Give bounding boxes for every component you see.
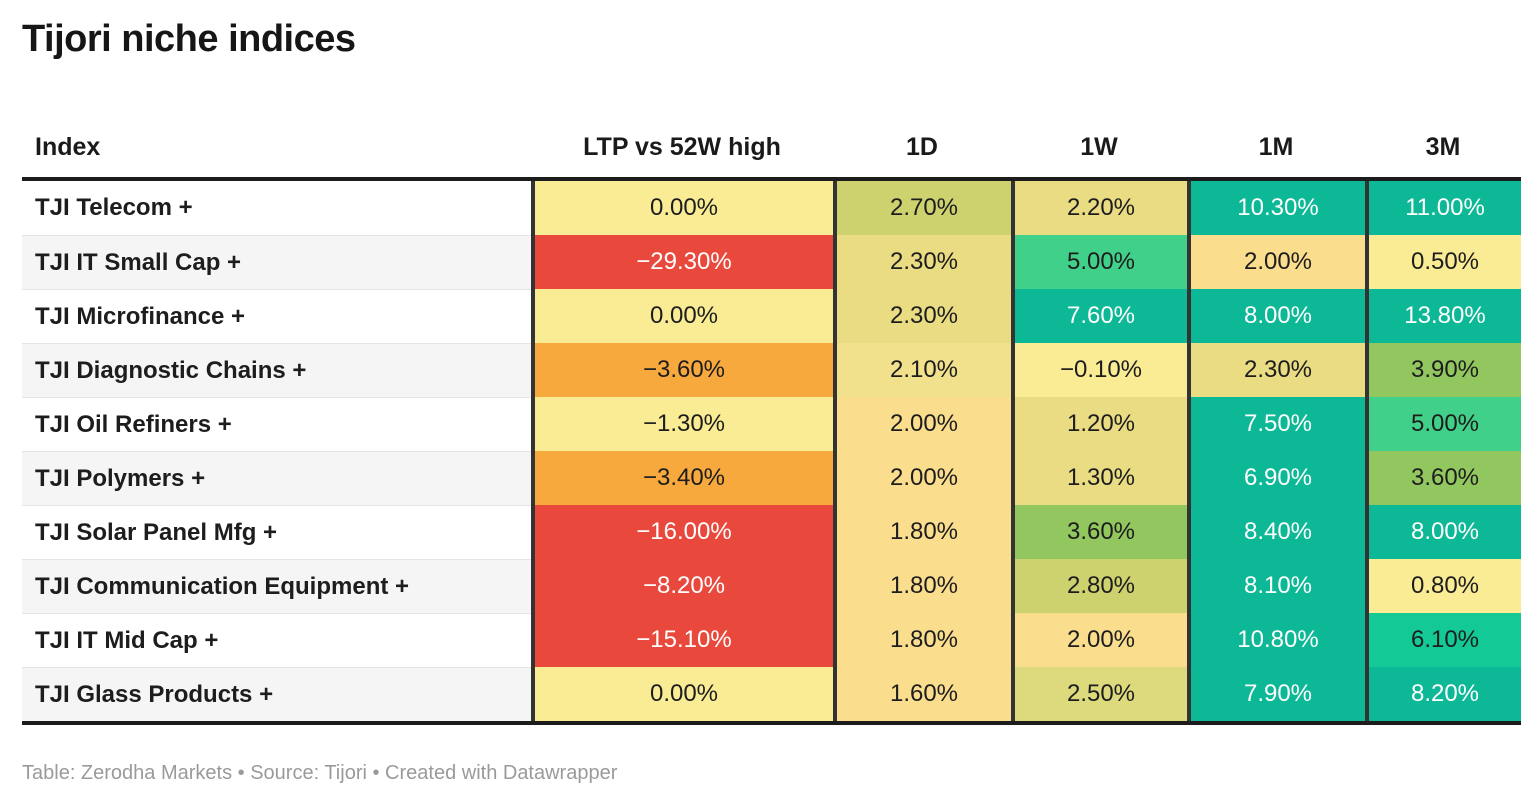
value-cell: 8.20% (1365, 667, 1521, 721)
value-cell: 2.50% (1011, 667, 1187, 721)
value-cell: 6.90% (1187, 451, 1365, 505)
value-cell: 2.20% (1011, 181, 1187, 235)
value-cell: 0.50% (1365, 235, 1521, 289)
value-cell: 1.20% (1011, 397, 1187, 451)
value-cell: −0.10% (1011, 343, 1187, 397)
index-cell[interactable]: TJI Solar Panel Mfg + (22, 505, 531, 559)
value-cell: 2.00% (1011, 613, 1187, 667)
value-cell: −3.60% (531, 343, 833, 397)
value-cell: 0.00% (531, 181, 833, 235)
index-cell[interactable]: TJI Microfinance + (22, 289, 531, 343)
value-cell: 2.30% (1187, 343, 1365, 397)
index-cell[interactable]: TJI Diagnostic Chains + (22, 343, 531, 397)
value-cell: 2.30% (833, 289, 1011, 343)
index-cell[interactable]: TJI Polymers + (22, 451, 531, 505)
value-cell: 1.60% (833, 667, 1011, 721)
value-cell: 8.00% (1187, 289, 1365, 343)
value-cell: 0.00% (531, 289, 833, 343)
index-cell[interactable]: TJI IT Small Cap + (22, 235, 531, 289)
value-cell: 1.80% (833, 613, 1011, 667)
value-cell: 8.00% (1365, 505, 1521, 559)
value-cell: 2.00% (1187, 235, 1365, 289)
header-row: Index LTP vs 52W high 1D 1W 1M 3M (22, 118, 1521, 177)
column-header: LTP vs 52W high (583, 133, 781, 161)
value-cell: −15.10% (531, 613, 833, 667)
column-header: 1M (1258, 133, 1294, 161)
value-cell: 2.70% (833, 181, 1011, 235)
value-cell: 7.50% (1187, 397, 1365, 451)
value-cell: 5.00% (1011, 235, 1187, 289)
value-cell: −29.30% (531, 235, 833, 289)
value-cell: 3.60% (1011, 505, 1187, 559)
value-cell: 8.40% (1187, 505, 1365, 559)
column-header: 1D (906, 133, 938, 161)
value-cell: 6.10% (1365, 613, 1521, 667)
index-cell[interactable]: TJI Oil Refiners + (22, 397, 531, 451)
table-row: TJI Telecom +0.00% 2.70% 2.20% 10.30% 11.00% (22, 181, 1521, 235)
index-cell[interactable]: TJI Communication Equipment + (22, 559, 531, 613)
table-row: TJI Communication Equipment + −8.20% 1.80%… (22, 559, 1521, 613)
table-row: TJI Oil Refiners + −1.30% 2.00% 1.20% 7.50% 5… (22, 397, 1521, 451)
value-cell: 1.80% (833, 505, 1011, 559)
value-cell: 1.30% (1011, 451, 1187, 505)
table-row: TJI IT Mid Cap + −15.10% 1.80% 2.00% 10.80% 6… (22, 613, 1521, 667)
index-cell[interactable]: TJI Glass Products + (22, 667, 531, 721)
table-row: TJI Diagnostic Chains + −3.60% 2.10% −0.10%… (22, 343, 1521, 397)
value-cell: 3.90% (1365, 343, 1521, 397)
header-divider (22, 177, 1521, 181)
table-row: TJI Glass Products +0.00% 1.60% 2.50% 7.90%… (22, 667, 1521, 721)
value-cell: 10.30% (1187, 181, 1365, 235)
value-cell: −3.40% (531, 451, 833, 505)
value-cell: 3.60% (1365, 451, 1521, 505)
value-cell: 0.80% (1365, 559, 1521, 613)
table-bottom-border (22, 721, 1521, 725)
page-title: Tijori niche indices (22, 18, 356, 60)
value-cell: 5.00% (1365, 397, 1521, 451)
table-row: TJI Solar Panel Mfg + −16.00% 1.80% 3.60% 8.… (22, 505, 1521, 559)
column-header: 1W (1080, 133, 1118, 161)
table-row: TJI IT Small Cap + −29.30% 2.30% 5.00% 2.00%… (22, 235, 1521, 289)
value-cell: 10.80% (1187, 613, 1365, 667)
index-cell[interactable]: TJI IT Mid Cap + (22, 613, 531, 667)
table-body: TJI Telecom +0.00% 2.70% 2.20% 10.30% 11.00%… (22, 181, 1521, 721)
value-cell: 13.80% (1365, 289, 1521, 343)
value-cell: −1.30% (531, 397, 833, 451)
value-cell: −16.00% (531, 505, 833, 559)
value-cell: 2.00% (833, 451, 1011, 505)
table-row: TJI Polymers + −3.40% 2.00% 1.30% 6.90% 3.60% (22, 451, 1521, 505)
value-cell: 8.10% (1187, 559, 1365, 613)
value-cell: 1.80% (833, 559, 1011, 613)
value-cell: −8.20% (531, 559, 833, 613)
value-cell: 2.30% (833, 235, 1011, 289)
column-header: Index (35, 133, 101, 161)
value-cell: 7.90% (1187, 667, 1365, 721)
value-cell: 7.60% (1011, 289, 1187, 343)
column-header: 3M (1425, 133, 1461, 161)
value-cell: 0.00% (531, 667, 833, 721)
footer-credit: Table: Zerodha Markets • Source: Tijori … (22, 762, 618, 784)
value-cell: 2.80% (1011, 559, 1187, 613)
value-cell: 11.00% (1365, 181, 1521, 235)
value-cell: 2.00% (833, 397, 1011, 451)
index-cell[interactable]: TJI Telecom + (22, 181, 531, 235)
table-row: TJI Microfinance +0.00% 2.30% 7.60% 8.00% 13… (22, 289, 1521, 343)
value-cell: 2.10% (833, 343, 1011, 397)
